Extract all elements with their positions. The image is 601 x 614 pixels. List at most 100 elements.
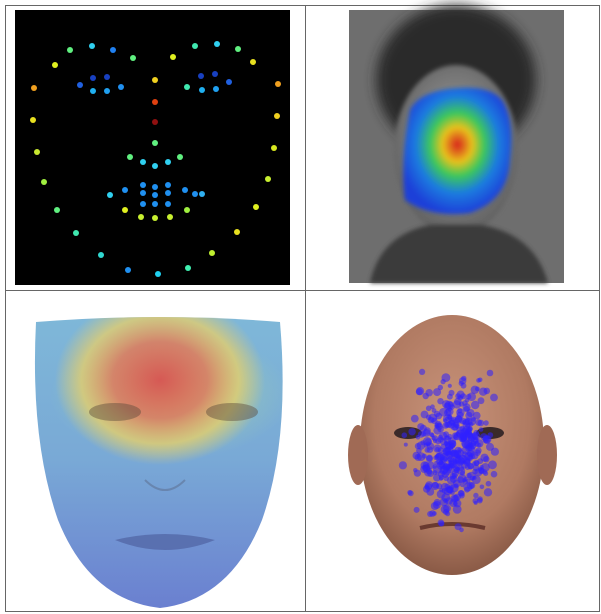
fixation-dot xyxy=(481,463,490,472)
fixation-dot xyxy=(458,380,464,386)
fixation-dot xyxy=(445,511,451,517)
fixation-dot xyxy=(445,485,454,494)
fixation-dot xyxy=(447,383,452,388)
fixation-dot xyxy=(463,458,471,466)
landmark-dot xyxy=(192,191,198,197)
fixation-dot xyxy=(410,414,419,423)
landmark-dot xyxy=(192,43,198,49)
heatmap-photo xyxy=(349,5,564,283)
landmark-dot xyxy=(165,159,171,165)
landmark-dot xyxy=(209,250,215,256)
fixation-dot xyxy=(480,453,489,462)
fixation-dot xyxy=(464,486,470,493)
fixation-dot xyxy=(463,476,468,481)
fixation-dot xyxy=(422,429,431,437)
landmark-dot xyxy=(199,87,205,93)
face-heatmap xyxy=(34,317,283,608)
landmark-dot xyxy=(250,59,256,65)
landmark-dot xyxy=(34,149,40,155)
landmark-dot xyxy=(90,88,96,94)
fixation-dot xyxy=(443,447,451,455)
fixation-dot xyxy=(442,456,448,462)
fixation-dot xyxy=(438,460,444,466)
landmark-image xyxy=(15,10,290,285)
fixation-dot xyxy=(472,438,479,444)
fixation-dot xyxy=(426,446,434,454)
landmark-dot xyxy=(140,201,146,207)
fixation-dot xyxy=(457,408,463,414)
landmark-dot xyxy=(165,190,171,196)
fixation-dot xyxy=(485,480,492,487)
fixation-dot xyxy=(420,410,429,419)
fixation-dot xyxy=(452,424,459,431)
fixation-dot xyxy=(458,465,465,472)
fixation-dot xyxy=(462,403,471,412)
fixation-dot xyxy=(433,498,441,507)
fixation-dot xyxy=(488,460,497,470)
fixation-dot xyxy=(452,505,462,514)
fixation-dot xyxy=(456,458,464,467)
mouth xyxy=(419,522,486,530)
fixation-dot xyxy=(427,511,434,517)
table-borders xyxy=(5,5,600,612)
fixation-dot xyxy=(437,519,445,526)
landmark-dot xyxy=(253,204,259,210)
landmark-dot xyxy=(184,84,190,90)
landmark-dot xyxy=(152,215,158,221)
fixation-dot xyxy=(482,469,488,475)
landmark-dot xyxy=(41,179,47,185)
fixation-dot xyxy=(413,506,420,513)
fixation-dot xyxy=(483,488,493,497)
outer-border xyxy=(5,5,600,612)
landmark-dot xyxy=(184,207,190,213)
landmark-dot xyxy=(90,75,96,81)
landmark-dot xyxy=(177,154,183,160)
fixation-dot xyxy=(442,400,451,409)
fixation-dot xyxy=(445,435,450,441)
fixation-dot xyxy=(419,368,426,375)
fixation-dot xyxy=(431,408,437,413)
landmark-dot xyxy=(167,214,173,220)
landmark-dot xyxy=(155,271,161,277)
fixation-dot xyxy=(486,369,494,377)
landmark-dot xyxy=(104,74,110,80)
fixation-dot xyxy=(453,467,460,473)
fixation-dot xyxy=(433,388,442,397)
landmark-dot xyxy=(271,145,277,151)
landmark-dot xyxy=(140,182,146,188)
fixation-dot xyxy=(490,470,498,478)
left-ear xyxy=(348,425,368,485)
fixation-dot xyxy=(479,387,488,396)
fixation-dot xyxy=(426,454,433,462)
fixation-dot xyxy=(473,429,480,436)
fixation-dot xyxy=(459,492,465,499)
landmark-dot xyxy=(235,46,241,52)
landmark-dot xyxy=(130,55,136,61)
fixation-dot xyxy=(430,481,440,491)
fixation-dot xyxy=(461,375,467,382)
fixation-dot xyxy=(443,475,449,481)
landmark-dot xyxy=(165,182,171,188)
fixation-dot xyxy=(457,447,463,453)
fixation-dot xyxy=(477,377,483,383)
fixation-dot xyxy=(434,452,444,462)
fixation-dot xyxy=(468,445,476,453)
fixation-dot xyxy=(437,447,444,454)
landmark-dot xyxy=(122,207,128,213)
fixation-dot xyxy=(443,431,449,438)
landmark-dot xyxy=(54,207,60,213)
fixation-dot xyxy=(460,482,465,488)
landmark-dot xyxy=(152,201,158,207)
fixation-dot xyxy=(437,398,444,405)
landmark-dot xyxy=(138,214,144,220)
fixation-dot xyxy=(422,461,430,469)
landmark-dot xyxy=(104,88,110,94)
fixation-dot xyxy=(473,492,479,499)
fixation-dot xyxy=(439,488,444,493)
fixation-dot xyxy=(477,496,483,502)
landmark-dot xyxy=(127,154,133,160)
fixation-dot xyxy=(398,461,407,470)
landmark-dot xyxy=(122,187,128,193)
fixation-dot xyxy=(424,484,430,490)
landmark-dot xyxy=(185,265,191,271)
